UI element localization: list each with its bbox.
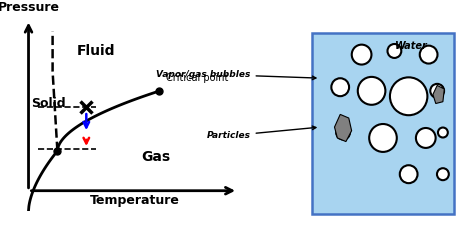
Text: Gas: Gas [142,150,171,164]
Text: Water: Water [395,40,428,51]
Polygon shape [433,85,444,103]
Circle shape [430,84,444,98]
Circle shape [438,128,448,138]
Circle shape [400,165,418,183]
Text: Critical point: Critical point [166,73,228,83]
Polygon shape [334,114,351,142]
Circle shape [420,46,438,64]
Text: Temperature: Temperature [89,194,179,207]
Text: Fluid: Fluid [77,44,115,58]
Text: Vapor/gas bubbles: Vapor/gas bubbles [156,69,316,80]
Circle shape [358,77,385,105]
Bar [312,33,454,214]
Text: Solid: Solid [31,97,66,110]
Circle shape [369,124,397,152]
Circle shape [332,78,349,96]
Circle shape [390,77,427,115]
Circle shape [388,44,401,58]
Circle shape [336,126,350,139]
Circle shape [352,45,371,65]
Text: Pressure: Pressure [0,1,60,14]
Circle shape [416,128,436,148]
Circle shape [437,168,449,180]
Text: Particles: Particles [206,126,316,140]
